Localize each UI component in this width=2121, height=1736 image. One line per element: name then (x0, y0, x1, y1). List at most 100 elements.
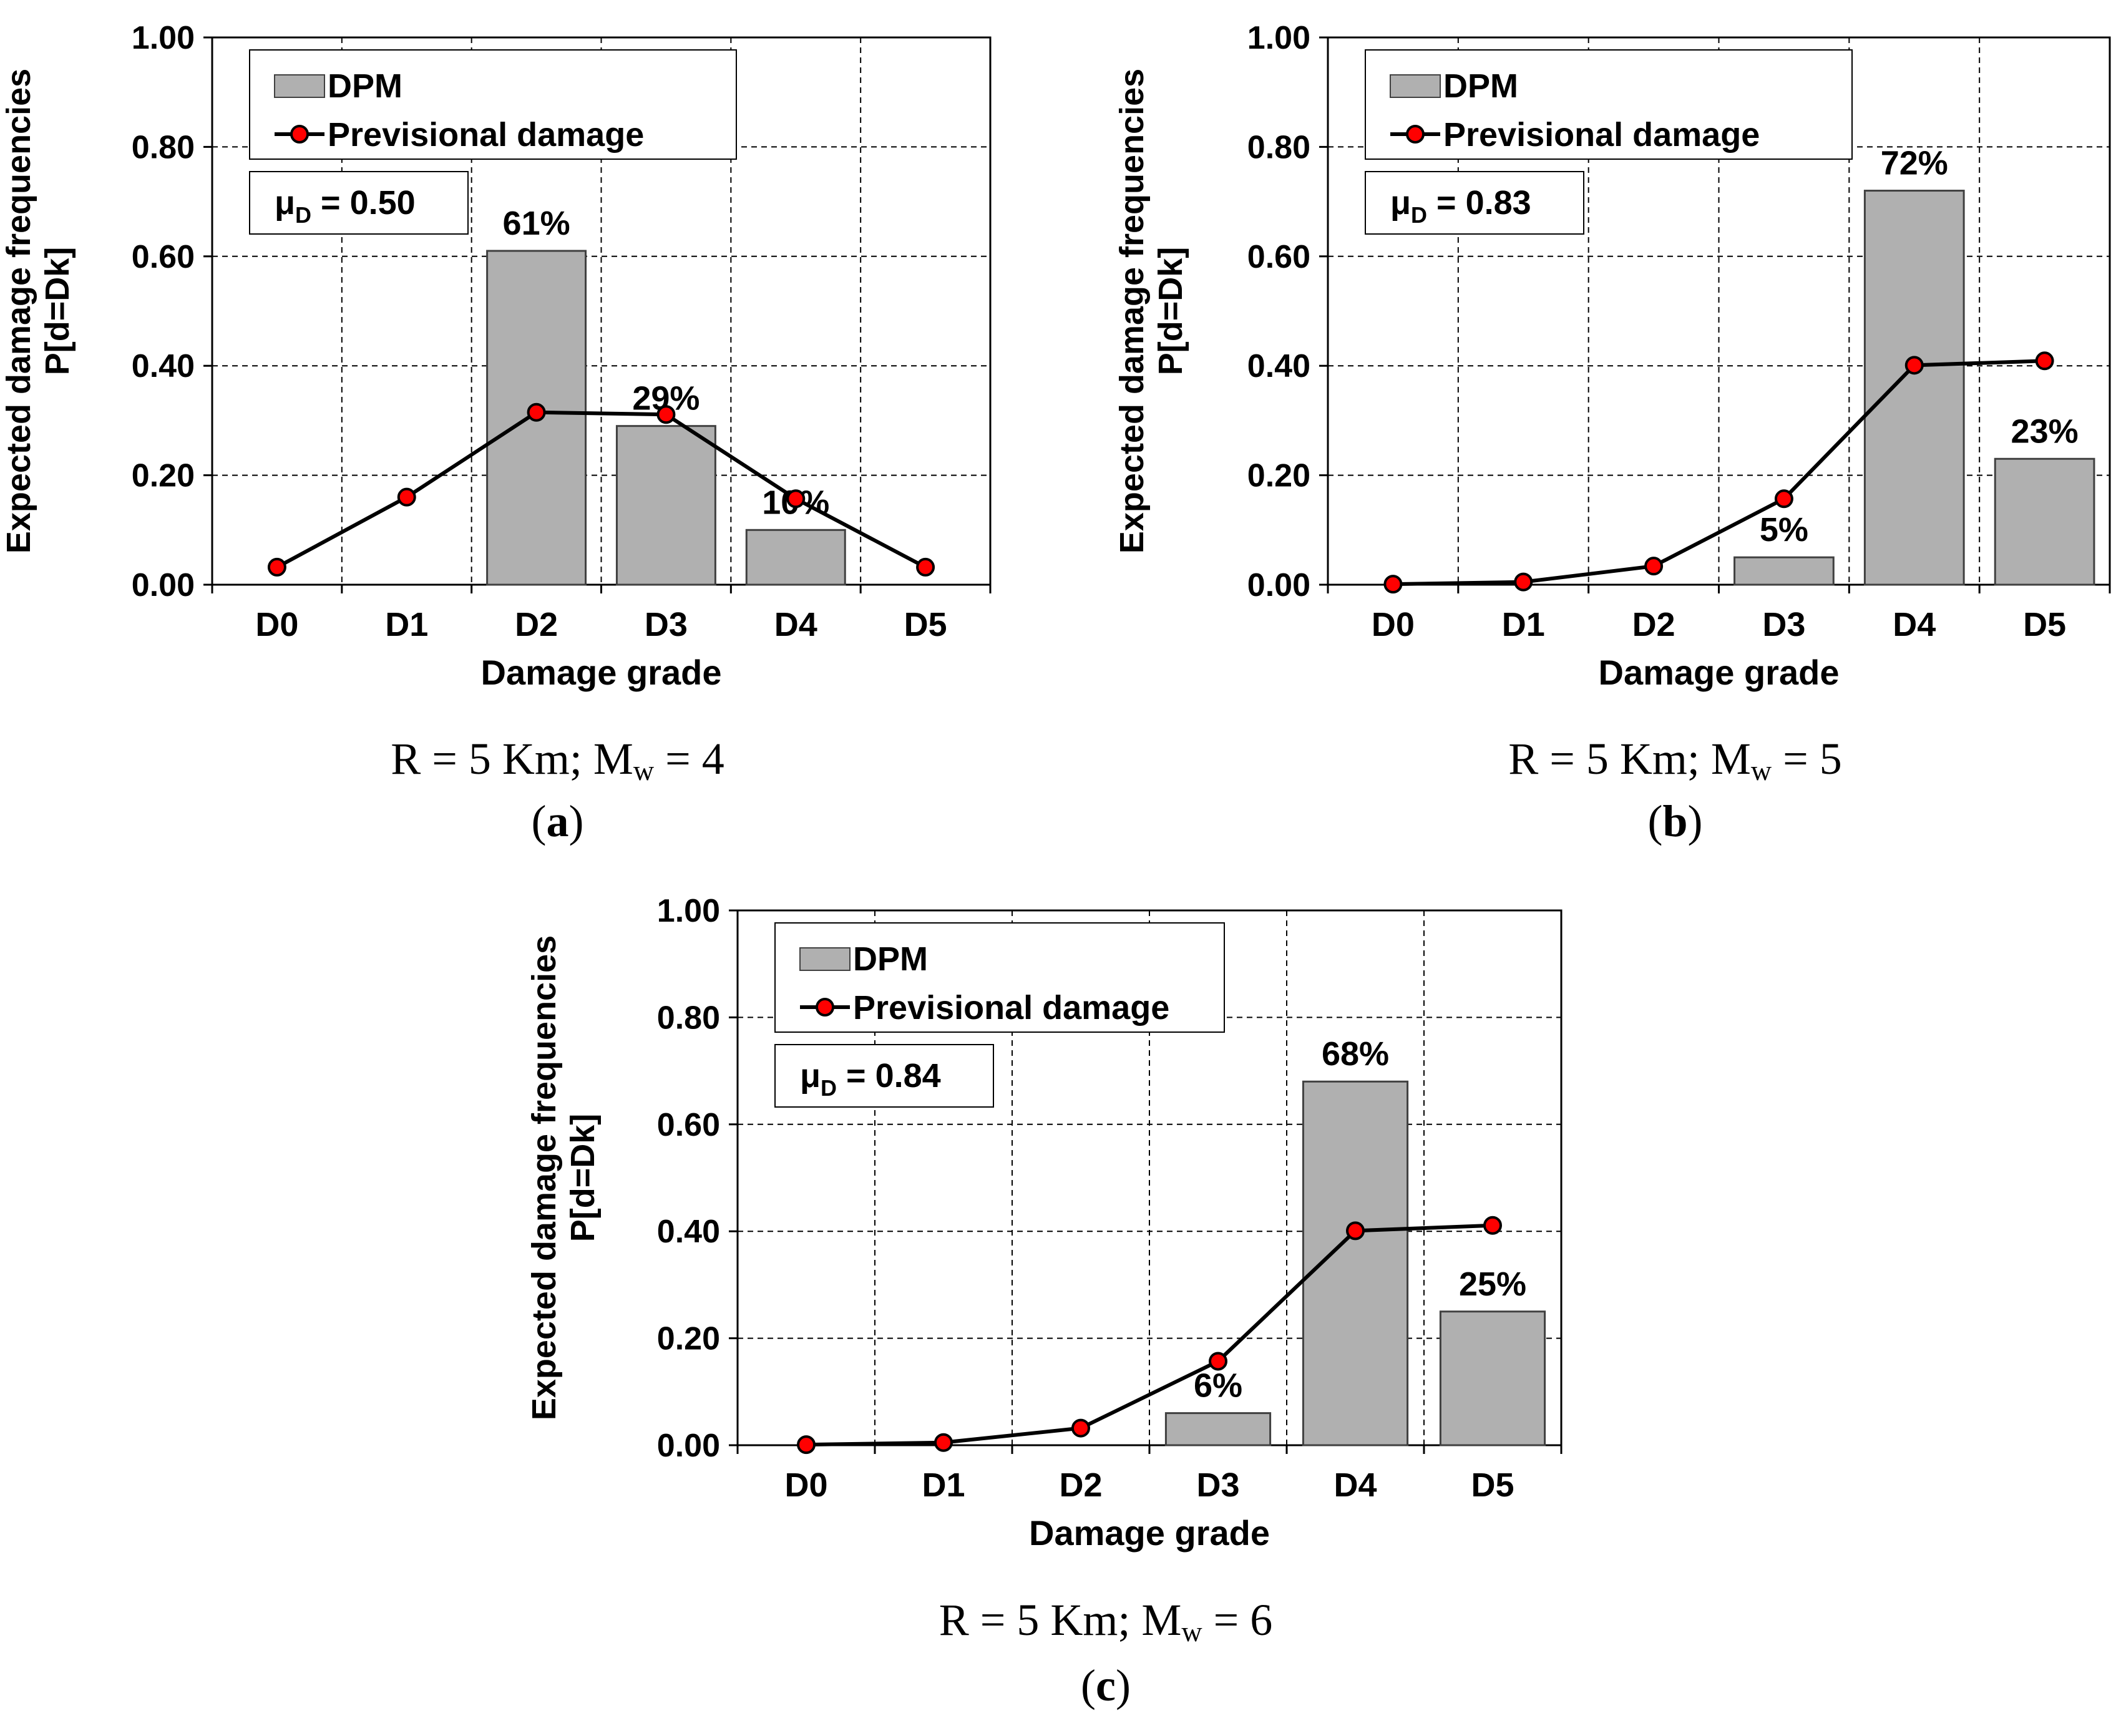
legend-label-dpm: DPM (328, 67, 402, 105)
panel-caption: R = 5 Km; Mw = 4 (391, 734, 724, 786)
x-tick-label: D1 (385, 606, 428, 643)
legend-box (1365, 49, 1853, 160)
panel-label-letter: c (1096, 1660, 1116, 1710)
x-tick-label: D2 (515, 606, 558, 643)
line-marker-D0 (797, 1435, 816, 1455)
x-tick-label: D2 (1059, 1466, 1102, 1504)
x-axis-title: Damage grade (1029, 1513, 1270, 1553)
chart-panel-b: 0.00 0.20 0.40 0.60 0.80 1.00 5% 72% 23% D0 D1 D2 D3… (1113, 20, 2111, 846)
x-tick-label: D0 (784, 1466, 827, 1504)
mu-box (249, 171, 469, 235)
mu-box (1365, 171, 1584, 235)
y-tick-label: 0.20 (1247, 458, 1310, 494)
mu-symbol: μ (275, 184, 295, 222)
panel-label-close: ) (569, 796, 584, 846)
line-marker-D3 (1774, 489, 1793, 509)
caption-text: R = 5 Km; M (391, 734, 633, 784)
bar-data-label: 61% (503, 205, 570, 242)
y-tick-label: 1.00 (1247, 20, 1310, 56)
panel-label: (c) (1081, 1660, 1131, 1710)
x-tick-label: D4 (1893, 606, 1936, 643)
legend-label-previsional: Previsional damage (1443, 116, 1760, 154)
panel-label-close: ) (1116, 1660, 1131, 1710)
x-tick-label: D4 (1334, 1466, 1377, 1504)
x-tick-label: D5 (1471, 1466, 1514, 1504)
legend-swatch-dpm (274, 74, 325, 98)
bar-D2 (486, 250, 587, 586)
legend-swatch-dpm (1390, 74, 1441, 98)
legend-swatch-dpm (799, 947, 851, 971)
x-tick-label: D3 (1762, 606, 1805, 643)
y-tick-label: 0.40 (1247, 348, 1310, 384)
panel-label: (a) (532, 796, 584, 846)
mu-symbol: μ (800, 1057, 821, 1095)
y-tick-label: 0.20 (657, 1321, 720, 1357)
mu-value: μD = 0.84 (800, 1057, 941, 1101)
legend-marker (1406, 125, 1425, 144)
y-tick-label: 0.40 (657, 1214, 720, 1250)
line-marker-D3 (1209, 1352, 1227, 1371)
legend-label-dpm: DPM (853, 940, 928, 978)
line-marker-D5 (1483, 1216, 1502, 1235)
mu-subscript: D (295, 202, 311, 228)
x-tick-label: D3 (1196, 1466, 1239, 1504)
y-tick-label: 0.60 (657, 1107, 720, 1143)
x-axis-title: Damage grade (1599, 653, 1840, 692)
mu-number: = 0.83 (1427, 184, 1531, 222)
x-tick-label: D1 (1502, 606, 1545, 643)
y-tick-label: 0.40 (132, 348, 195, 384)
previsional-damage-line (1393, 359, 2045, 587)
line-marker-D2 (527, 402, 546, 422)
legend-label-previsional: Previsional damage (328, 116, 644, 154)
y-tick-label: 0.60 (1247, 239, 1310, 275)
legend-marker (816, 998, 834, 1017)
y-tick-label: 0.20 (132, 458, 195, 494)
x-tick-label: D0 (255, 606, 298, 643)
bar-D3 (1733, 556, 1835, 586)
x-axis-title: Damage grade (481, 653, 722, 692)
caption-subscript: w (1751, 754, 1772, 786)
bar-data-label: 25% (1459, 1265, 1526, 1303)
y-tick-label: 0.60 (132, 239, 195, 275)
line-marker-D2 (1071, 1418, 1090, 1438)
legend-box (774, 922, 1225, 1033)
panel-label-open: ( (1081, 1660, 1096, 1710)
panel-caption: R = 5 Km; Mw = 6 (939, 1595, 1273, 1647)
y-axis-title: Expected damage frequencies (1113, 69, 1151, 553)
panel-label-open: ( (1647, 796, 1662, 846)
line-marker-D1 (397, 487, 416, 507)
bar-data-label: 72% (1881, 145, 1948, 182)
y-axis-subtitle: P[d=Dk] (1152, 247, 1189, 376)
mu-subscript: D (821, 1075, 837, 1101)
line-marker-D5 (2035, 351, 2054, 371)
y-tick-label: 0.00 (132, 567, 195, 603)
panel-label-open: ( (532, 796, 547, 846)
x-tick-label: D2 (1632, 606, 1675, 643)
y-axis-title: Expected damage frequencies (525, 935, 563, 1420)
x-tick-label: D5 (904, 606, 947, 643)
x-tick-label: D1 (922, 1466, 965, 1504)
chart-panel-c: 0.00 0.20 0.40 0.60 0.80 1.00 6% 68% 25% D0 D1 D2 D3… (525, 893, 1563, 1710)
line-marker-D1 (934, 1433, 953, 1452)
x-tick-label: D5 (2023, 606, 2066, 643)
mu-number: = 0.50 (311, 184, 416, 222)
mu-symbol: μ (1390, 184, 1411, 222)
bar-D4 (745, 529, 846, 586)
panel-caption: R = 5 Km; Mw = 5 (1508, 734, 1842, 786)
legend-marker (290, 125, 309, 144)
chart-panel-a: 0.000.200.400.600.801.0061%29%10%D0D1D2D… (0, 20, 992, 846)
y-tick-label: 0.80 (132, 129, 195, 165)
bar-data-label: 23% (2011, 412, 2079, 450)
legend-box (249, 49, 737, 160)
line-marker-D4 (1346, 1221, 1365, 1241)
y-tick-label: 1.00 (132, 20, 195, 56)
line-marker-D4 (1904, 356, 1924, 375)
bar-data-label: 68% (1322, 1035, 1389, 1073)
x-tick-label: D0 (1372, 606, 1415, 643)
panel-label-close: ) (1688, 796, 1703, 846)
panel-label-letter: b (1662, 796, 1687, 846)
mu-subscript: D (1411, 202, 1427, 228)
y-axis-subtitle: P[d=Dk] (39, 247, 76, 376)
mu-value: μD = 0.83 (1390, 184, 1531, 228)
